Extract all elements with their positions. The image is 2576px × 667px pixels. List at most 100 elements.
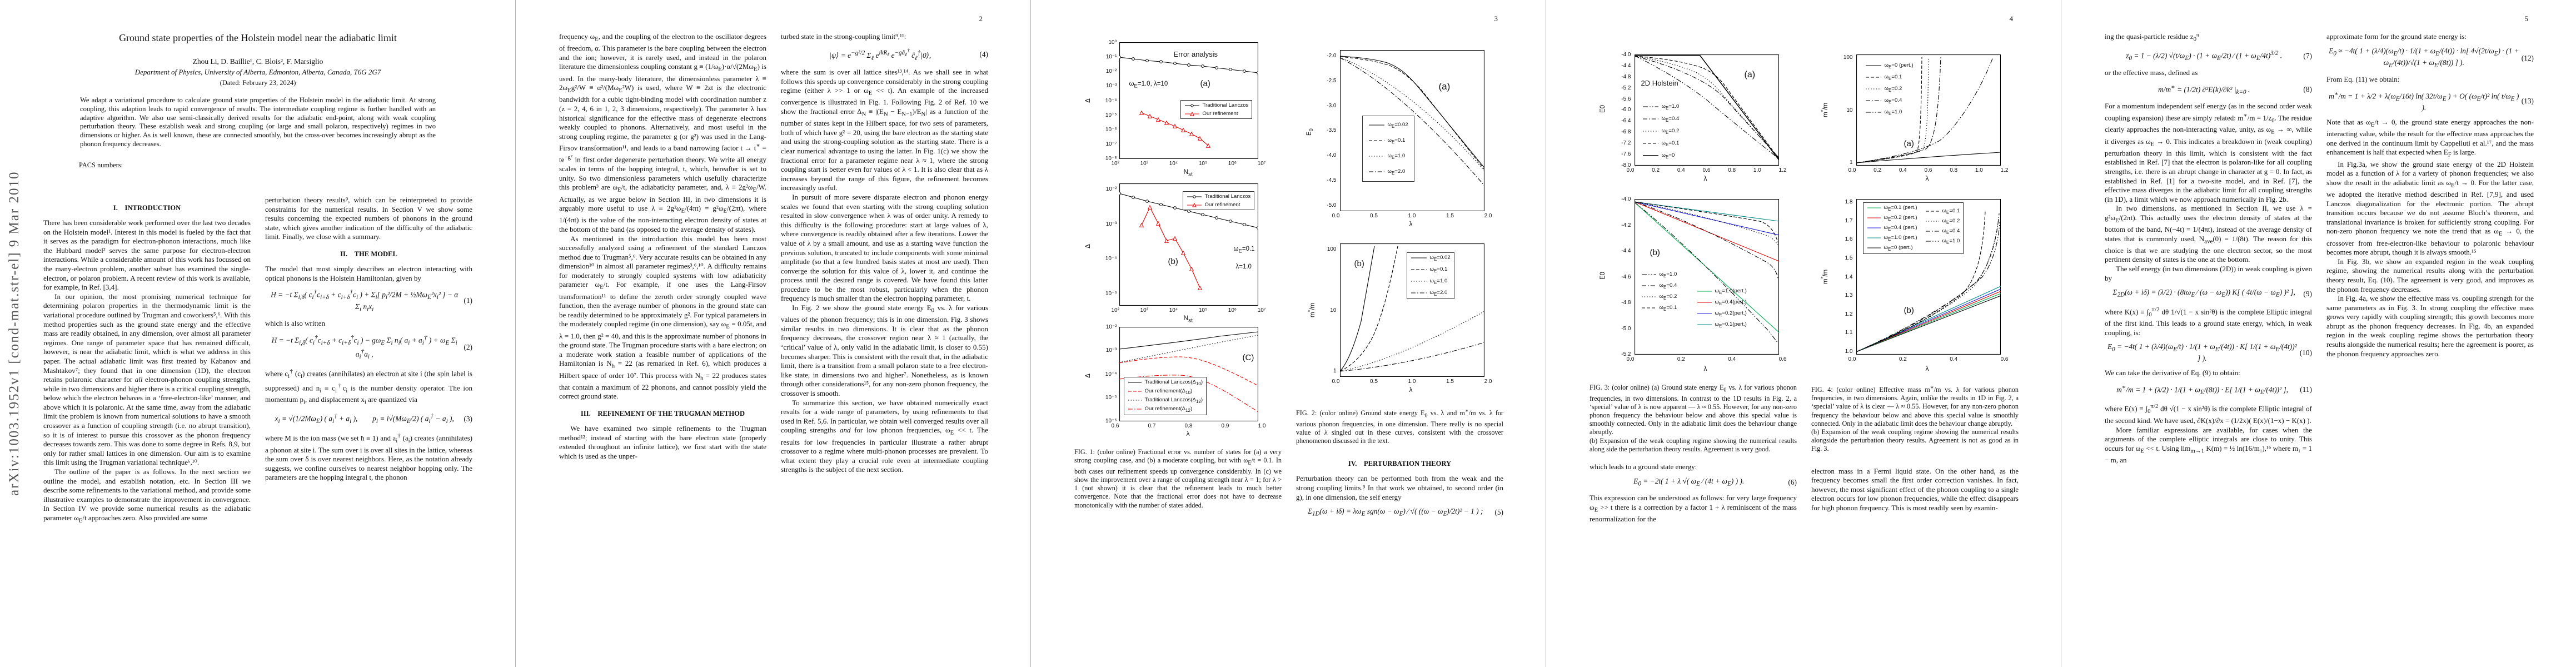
equation-2: H = −t Σi,δ( ci†ci+δ + ci+δ†ci ) − gωE Σ… — [265, 334, 472, 362]
equation-number: (7) — [2303, 51, 2312, 60]
tick-label: 10⁻² — [1105, 68, 1117, 75]
fig2-panel-a: E0 -2.0 -2.5 -3.0 -3.5 -4.0 -4.5 -5.0 (a) — [1306, 44, 1493, 231]
legend-label: ωE=1.0 — [1659, 271, 1677, 278]
tick-label: -3.0 — [1327, 102, 1337, 109]
legend-label: ωE=0.02 — [1387, 122, 1408, 129]
tick-label: 10⁷ — [1257, 307, 1266, 313]
tick-label: -4.5 — [1327, 177, 1337, 184]
fig2-caption: FIG. 2: (color online) Ground state ener… — [1296, 408, 1503, 445]
tick-label: 1.0 — [1408, 379, 1416, 385]
fig3a-x-axis-label: λ — [1703, 175, 1707, 182]
fig1a-x-axis-label: Nst — [1183, 168, 1193, 178]
tick-label: 10² — [1111, 307, 1119, 313]
tick-label: 1.8 — [1845, 199, 1853, 205]
equation-12: E0 ≈ −4t( 1 + (λ/4)(ωE/t) · 1/(1 + ωE/(4… — [2326, 47, 2534, 71]
tick-label: -4.6 — [1621, 273, 1631, 280]
page-3: 3 Δ 10⁰ 10⁻¹ 10⁻² 10⁻³ 10⁻⁴ 10⁻⁵ 10⁻⁶ 10⁻⁷ 10⁻⁸ … — [1030, 0, 1546, 667]
tick-label: -4.8 — [1621, 73, 1631, 80]
tick-label: 100 — [1327, 246, 1337, 252]
tick-label: -2.0 — [1327, 53, 1337, 59]
fig3a-annotation: 2D Holstein — [1641, 79, 1678, 87]
fig4b-panel-label: (b) — [1904, 306, 1914, 315]
tick-label: 0.6 — [1702, 167, 1711, 173]
fig3a-y-axis-label: E0 — [1599, 104, 1606, 113]
legend-label: Traditional Lanczos — [1202, 102, 1249, 108]
paragraph: In two dimensions, as mentioned in Secti… — [2105, 204, 2312, 264]
legend-label: ωE=0.1 — [1661, 140, 1680, 147]
tick-label: 10⁻⁴ — [1105, 256, 1117, 262]
tick-label: 10⁻⁴ — [1105, 371, 1117, 377]
legend-label: ωE=0 — [1661, 152, 1675, 160]
tick-label: -8.0 — [1621, 162, 1631, 168]
page5-col2: approximate form for the ground state en… — [2326, 32, 2534, 465]
tick-label: 10⁻² — [1105, 324, 1117, 330]
fig3-panel-a: E0 -4.0 -4.4 -4.8 -5.2 -5.6 -6.0 -6.4 -6.8 -7.2-… — [1599, 50, 1788, 186]
arxiv-stamp: arXiv:1003.1952v1 [cond-mat.str-el] 9 Ma… — [7, 171, 22, 496]
equation-body: |ψ⟩ = e−g²/2 Σℓ eikRℓ e−gâℓ† ĉℓ†|0⟩, — [829, 48, 931, 62]
fig3b-plot — [1634, 198, 1779, 355]
tick-label: 10⁴ — [1169, 307, 1178, 313]
page2-body: frequency ωE, and the coupling of the el… — [559, 32, 988, 475]
fig1a-y-axis-label: Δ — [1084, 98, 1092, 103]
paragraph: approximate form for the ground state en… — [2326, 32, 2467, 41]
equation-number: (3) — [464, 415, 472, 423]
tick-label: 1.0 — [1753, 167, 1761, 173]
page-2: 2 frequency ωE, and the coupling of the … — [515, 0, 1030, 667]
tick-label: 0.2 — [1677, 356, 1685, 362]
paragraph: More familiar expressions are available,… — [2105, 425, 2312, 464]
equation-body: Σ2D(ω + iδ) = (λ/2) · (8tωE ⁄ (ω − ωE)) … — [2112, 288, 2295, 298]
fig1b-annotation-we: ωE=0.1 — [1233, 246, 1255, 255]
tick-label: 1.4 — [1845, 273, 1853, 280]
paper-affiliation: Department of Physics, University of Alb… — [134, 68, 381, 76]
equation-body: H = −t Σi,δ( ci†ci+δ + ci+δ†ci ) + Σi[ p… — [271, 289, 459, 313]
tick-label: 10⁵ — [1198, 161, 1208, 167]
equation-number: (10) — [2299, 348, 2312, 357]
equation-body: E0 ≈ −4t( 1 + (λ/4)(ωE/t) · 1/(1 + ωE/(4… — [2329, 46, 2519, 69]
fig4a-legend: ωE=0 (pert.) ωE=0.1 ωE=0.2 ωE=0.4 ωE=1.0 — [1865, 62, 1914, 116]
page2-col2: turbed state in the strong-coupling limi… — [781, 32, 988, 475]
paper-date: (Dated: February 23, 2024) — [220, 79, 296, 87]
equation-5: Σ1D(ω + iδ) = λωE sgn(ω − ωE) ⁄ √( ((ω −… — [1296, 507, 1503, 519]
tick-label: 0.7 — [1148, 423, 1156, 429]
fig2a-legend: ωE=0.02 ωE=0.1 ωE=1.0 ωE=2.0 — [1362, 116, 1414, 182]
tick-label: 0.4 — [1950, 356, 1958, 362]
equation-9: Σ2D(ω + iδ) = (λ/2) · (8tωE ⁄ (ω − ωE)) … — [2105, 288, 2312, 300]
equation-number: (8) — [2303, 85, 2312, 94]
paragraph: which is also written — [265, 319, 325, 328]
paragraph: where the sum is over all lattice sites¹… — [781, 68, 988, 192]
fig2b-x-axis-label: λ — [1409, 386, 1413, 394]
legend-label: ωE=1.0(pert.) — [1715, 288, 1747, 295]
tick-label: 1 — [1333, 368, 1337, 374]
paragraph: frequency ωE, and the coupling of the el… — [559, 32, 767, 233]
section-heading-perturbation: IV. PERTURBATION THEORY — [1348, 460, 1452, 468]
fig4b-y-axis-label: m*/m — [1820, 269, 1829, 284]
fig1c-y-ticks: 10⁻² 10⁻³ 10⁻⁴ 10⁻⁵ 10⁻⁶ — [1095, 324, 1117, 424]
legend-label: Traditional Lanczos(Δ10) — [1144, 379, 1203, 386]
paragraph: For a momentum independent self energy (… — [2105, 102, 2312, 203]
tick-label: 10⁻⁶ — [1105, 126, 1117, 133]
tick-label: 1.5 — [1845, 255, 1853, 261]
fig1b-x-ticks: 10² 10³ 10⁴ 10⁵ 10⁶ 10⁷ — [1112, 307, 1266, 313]
paragraph: The self energy (in two dimensions (2D))… — [2105, 265, 2312, 282]
tick-label: 10 — [1846, 107, 1853, 113]
fig1c-legend: Traditional Lanczos(Δ10) Our refinement(… — [1123, 377, 1207, 415]
legend-label: ωE=1.0 — [1884, 108, 1902, 116]
tick-label: 0.2 — [1652, 167, 1660, 173]
fig3b-x-ticks: 0.0 0.2 0.4 0.6 — [1627, 356, 1787, 362]
page-number: 5 — [2524, 14, 2529, 23]
fig2a-y-ticks: -2.0 -2.5 -3.0 -3.5 -4.0 -4.5 -5.0 — [1314, 53, 1337, 208]
tick-label: 10⁶ — [1228, 307, 1237, 313]
tick-label: 1.3 — [1845, 292, 1853, 299]
tick-label: 1.6 — [1845, 236, 1853, 243]
page-5: 5 ing the quasi-particle residue z0⁹ z0 … — [2061, 0, 2576, 667]
tick-label: 10⁻³ — [1105, 221, 1117, 227]
fig3-caption: FIG. 3: (color online) (a) Ground state … — [1590, 384, 1797, 453]
equation-number: (6) — [1788, 477, 1797, 486]
tick-label: -6.8 — [1621, 129, 1631, 136]
tick-label: -6.4 — [1621, 118, 1631, 125]
fig4-caption: FIG. 4: (color online) Effective mass m∗… — [1811, 385, 2019, 453]
tick-label: 0.4 — [1728, 356, 1736, 362]
tick-label: 0.6 — [1111, 423, 1119, 429]
page2-col1: frequency ωE, and the coupling of the el… — [559, 32, 766, 475]
fig2b-panel-label: (b) — [1354, 259, 1364, 268]
